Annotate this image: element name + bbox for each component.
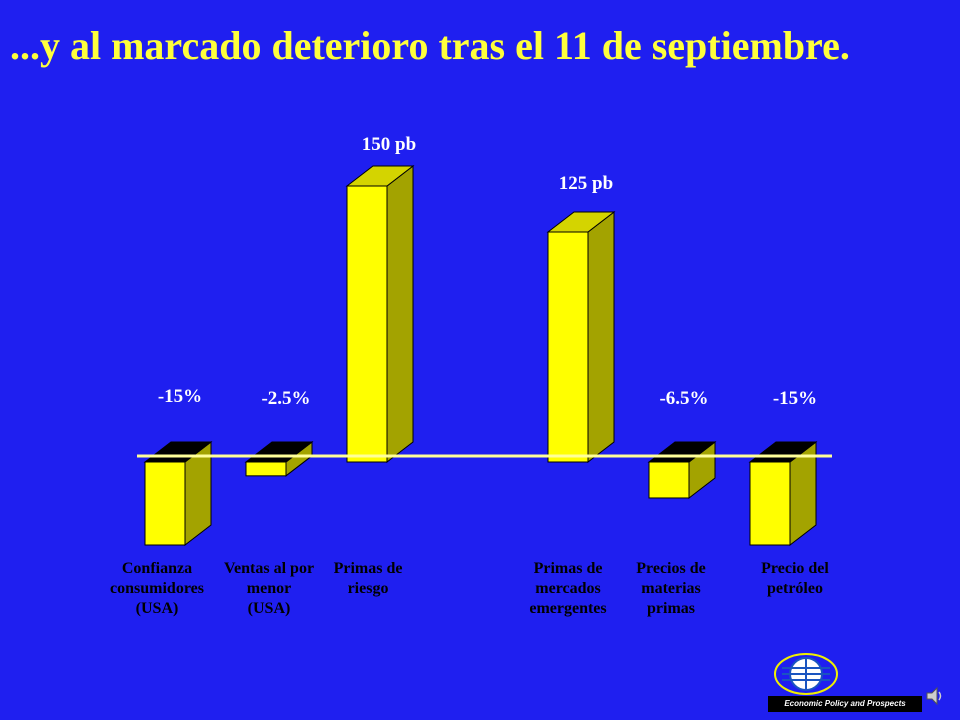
category-label: materias	[641, 580, 701, 597]
category-label: (USA)	[248, 600, 291, 617]
category-label: (USA)	[136, 600, 179, 617]
category-label: primas	[647, 600, 695, 617]
category-label: Precios de	[636, 560, 705, 577]
category-label: consumidores	[110, 580, 204, 597]
category-label: Primas de	[334, 560, 403, 577]
bar	[144, 461, 186, 546]
category-label: Primas de	[534, 560, 603, 577]
logo-caption: Economic Policy and Prospects	[768, 696, 922, 712]
category-label: emergentes	[529, 600, 606, 617]
category-label: riesgo	[348, 580, 389, 597]
category-label: Ventas al por	[224, 560, 314, 577]
bar	[346, 185, 388, 463]
bar	[547, 231, 589, 463]
data-label: 150 pb	[362, 134, 416, 155]
category-label: menor	[247, 580, 291, 597]
data-label: -15%	[158, 386, 202, 407]
slide-title: ...y al marcado deterioro tras el 11 de …	[10, 23, 850, 68]
category-label: mercados	[535, 580, 600, 597]
data-label: 125 pb	[559, 173, 613, 194]
category-label: petróleo	[767, 580, 823, 597]
bar	[245, 461, 287, 477]
data-label: -6.5%	[659, 388, 708, 409]
speaker-icon[interactable]	[925, 684, 945, 708]
category-label: Precio del	[761, 560, 829, 577]
bar-side	[386, 164, 414, 464]
data-label: -2.5%	[261, 388, 310, 409]
bar	[648, 461, 690, 499]
bar-side	[587, 210, 615, 464]
category-label: Confianza	[122, 560, 192, 577]
data-label: -15%	[773, 388, 817, 409]
bar	[749, 461, 791, 546]
globe-logo-icon	[774, 653, 838, 695]
